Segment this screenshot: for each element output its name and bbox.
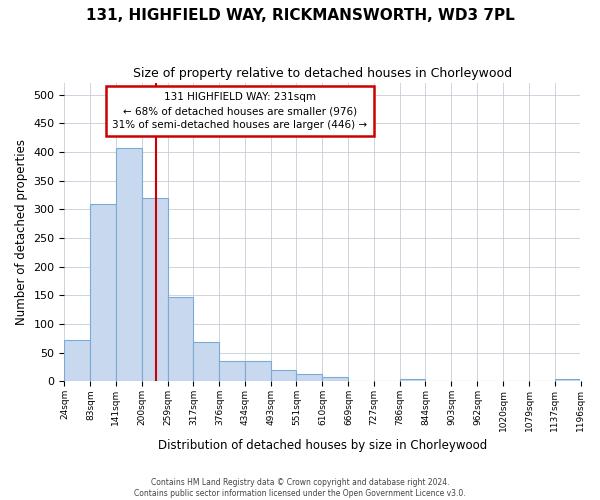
X-axis label: Distribution of detached houses by size in Chorleywood: Distribution of detached houses by size … [158,440,487,452]
Bar [193,342,220,382]
Title: Size of property relative to detached houses in Chorleywood: Size of property relative to detached ho… [133,68,512,80]
Bar [400,378,425,382]
Bar [271,370,296,382]
Bar [142,198,168,382]
Text: 131 HIGHFIELD WAY: 231sqm
← 68% of detached houses are smaller (976)
31% of semi: 131 HIGHFIELD WAY: 231sqm ← 68% of detac… [112,92,367,130]
Bar [322,378,349,382]
Bar [554,379,580,382]
Bar [91,204,116,382]
Bar [220,362,245,382]
Bar [64,340,91,382]
Text: 131, HIGHFIELD WAY, RICKMANSWORTH, WD3 7PL: 131, HIGHFIELD WAY, RICKMANSWORTH, WD3 7… [86,8,514,22]
Bar [296,374,322,382]
Text: Contains HM Land Registry data © Crown copyright and database right 2024.
Contai: Contains HM Land Registry data © Crown c… [134,478,466,498]
Y-axis label: Number of detached properties: Number of detached properties [15,139,28,325]
Bar [168,297,193,382]
Bar [116,148,142,382]
Bar [245,362,271,382]
